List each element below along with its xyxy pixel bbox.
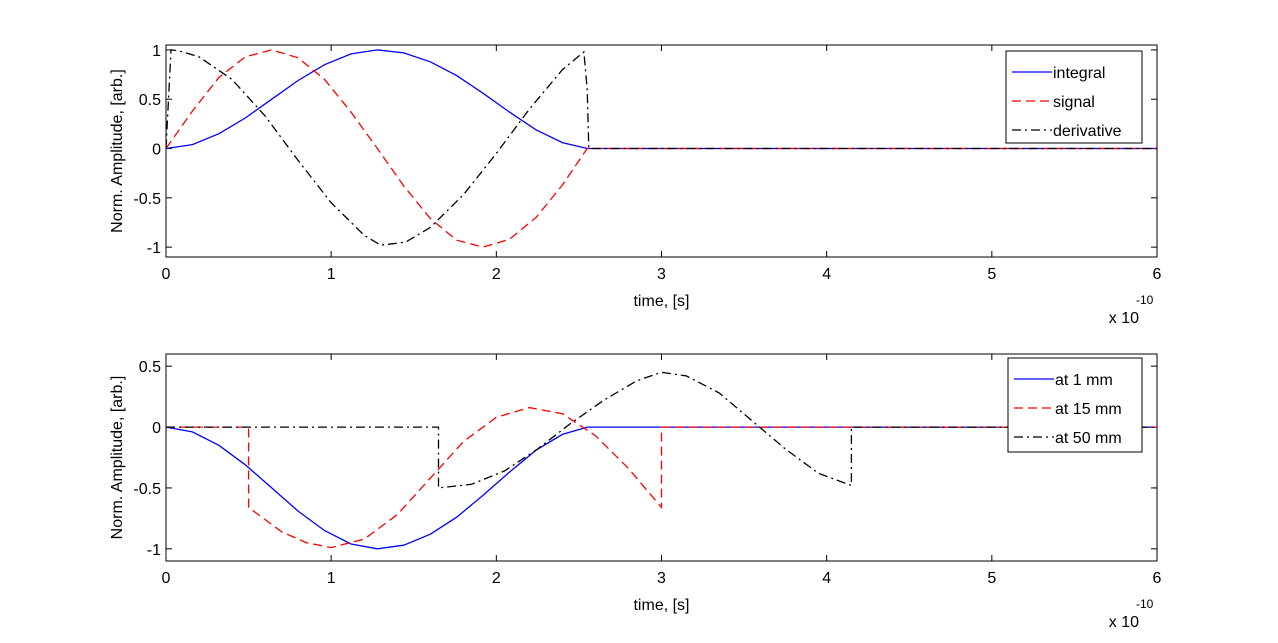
chart-1: 0 1 2 3 4 5 6 1 0.5 0 -0.5 -1 time, [s] Norm. Amplitu…: [109, 43, 1162, 327]
legend-label-2: signal: [1053, 94, 1095, 111]
series-line-2: [166, 49, 1157, 248]
x-multiplier-base: x 10: [1109, 614, 1139, 631]
x-tick-label: 1: [327, 266, 336, 283]
y-axis-label: Norm. Amplitude, [arb.]: [109, 69, 126, 233]
y-tick-label: -1: [147, 240, 161, 257]
y-tick-label: 0: [152, 142, 161, 159]
legend-label-2: at 15 mm: [1055, 401, 1122, 418]
x-tick-label: 5: [987, 570, 996, 587]
x-axis-label: time, [s]: [633, 597, 689, 614]
x-tick-label: 1: [327, 570, 336, 587]
x-tick-label: 2: [492, 266, 501, 283]
legend-label-1: at 1 mm: [1055, 372, 1113, 389]
y-tick-label: -1: [147, 542, 161, 559]
x-multiplier-exponent: -10: [1136, 293, 1154, 307]
x-tick-label: 4: [822, 266, 831, 283]
legend: integral signal derivative: [1005, 50, 1143, 144]
y-tick-label: 0: [152, 420, 161, 437]
series-line-3: [166, 371, 1157, 489]
x-tick-label: 4: [822, 570, 831, 587]
legend-label-3: derivative: [1053, 123, 1122, 140]
x-tick-label: 5: [987, 266, 996, 283]
y-tick-label: -0.5: [133, 191, 161, 208]
chart-2: 0 1 2 3 4 5 6 0.5 0 -0.5 -1 time, [s] Norm. Amplitud…: [109, 353, 1162, 631]
plot-area: [165, 44, 1158, 258]
series-line-2: [166, 406, 1157, 549]
legend-box: [1005, 50, 1143, 144]
y-tick-label: 0.5: [139, 92, 161, 109]
series-line-3: [166, 49, 1157, 246]
x-tick-label: 6: [1153, 570, 1162, 587]
x-tick-label: 3: [657, 266, 666, 283]
x-multiplier-exponent: -10: [1136, 597, 1154, 611]
y-axis-label: Norm. Amplitude, [arb.]: [109, 376, 126, 540]
x-tick-label: 0: [162, 570, 171, 587]
x-tick-label: 6: [1153, 266, 1162, 283]
y-tick-label: 0.5: [139, 359, 161, 376]
legend-label-1: integral: [1053, 65, 1105, 82]
x-axis-label: time, [s]: [633, 293, 689, 310]
legend-box: [1007, 357, 1143, 453]
x-tick-label: 0: [162, 266, 171, 283]
legend-label-3: at 50 mm: [1055, 430, 1122, 447]
legend: at 1 mm at 15 mm at 50 mm: [1007, 357, 1143, 453]
x-multiplier-base: x 10: [1109, 310, 1139, 327]
plot-area: [165, 353, 1158, 562]
y-tick-label: -0.5: [133, 481, 161, 498]
x-tick-label: 3: [657, 570, 666, 587]
y-tick-label: 1: [152, 43, 161, 60]
series-line-1: [166, 49, 1157, 150]
x-tick-label: 2: [492, 570, 501, 587]
